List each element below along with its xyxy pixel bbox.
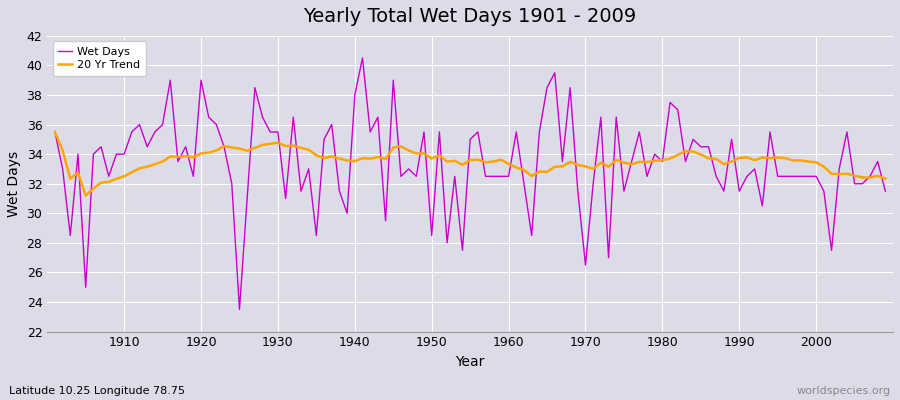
20 Yr Trend	[80, 193, 91, 198]
Wet Days	[334, 189, 345, 194]
Wet Days	[511, 130, 522, 134]
20 Yr Trend	[503, 161, 514, 166]
Line: 20 Yr Trend: 20 Yr Trend	[55, 132, 886, 196]
20 Yr Trend	[50, 130, 60, 134]
20 Yr Trend	[880, 176, 891, 181]
20 Yr Trend	[119, 174, 130, 179]
Wet Days	[611, 115, 622, 120]
Wet Days	[111, 152, 122, 156]
Line: Wet Days: Wet Days	[55, 58, 886, 310]
20 Yr Trend	[334, 156, 345, 161]
Wet Days	[518, 181, 529, 186]
Wet Days	[880, 189, 891, 194]
20 Yr Trend	[511, 165, 522, 170]
20 Yr Trend	[288, 143, 299, 148]
20 Yr Trend	[603, 164, 614, 169]
Y-axis label: Wet Days: Wet Days	[7, 151, 21, 217]
Wet Days	[288, 115, 299, 120]
Text: worldspecies.org: worldspecies.org	[796, 386, 891, 396]
X-axis label: Year: Year	[455, 355, 485, 369]
Wet Days	[357, 56, 368, 60]
Wet Days	[50, 130, 60, 134]
Legend: Wet Days, 20 Yr Trend: Wet Days, 20 Yr Trend	[53, 41, 146, 76]
Wet Days	[234, 307, 245, 312]
Title: Yearly Total Wet Days 1901 - 2009: Yearly Total Wet Days 1901 - 2009	[303, 7, 637, 26]
Text: Latitude 10.25 Longitude 78.75: Latitude 10.25 Longitude 78.75	[9, 386, 185, 396]
